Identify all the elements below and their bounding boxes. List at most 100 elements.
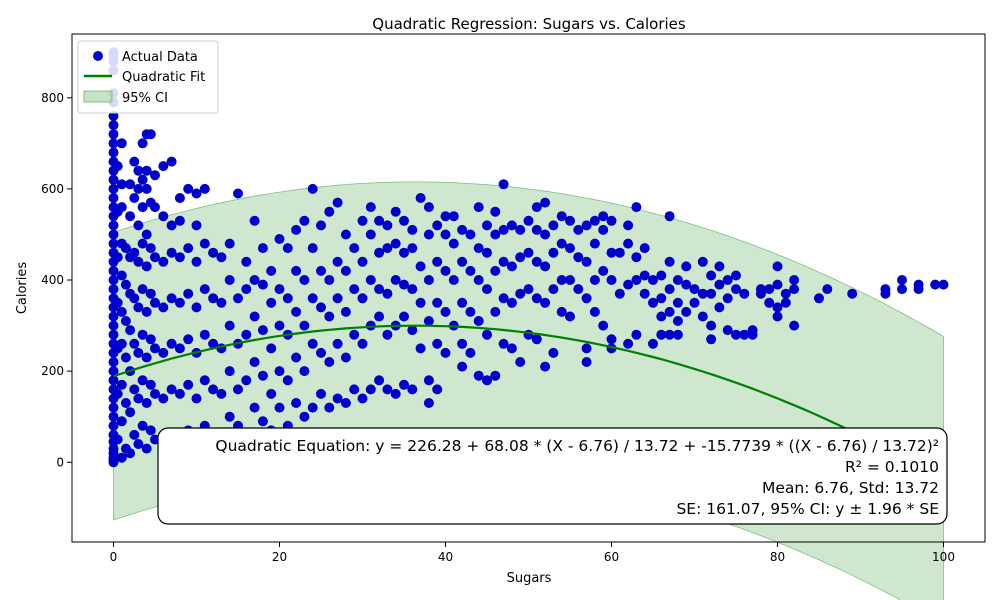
data-point: [589, 275, 600, 285]
data-point: [299, 320, 310, 331]
data-point: [722, 275, 733, 285]
data-point: [112, 434, 123, 445]
data-point: [490, 265, 501, 276]
data-point: [108, 402, 119, 413]
data-point: [191, 393, 202, 404]
plot-frame: [71, 33, 986, 543]
data-point: [365, 384, 376, 395]
data-point: [108, 357, 119, 367]
data-point: [116, 416, 127, 427]
data-point: [150, 202, 160, 213]
data-point: [307, 293, 318, 304]
data-point: [120, 243, 131, 254]
data-point: [639, 288, 650, 299]
data-point: [664, 211, 675, 222]
data-point: [141, 261, 152, 272]
data-point: [166, 338, 177, 349]
data-point: [714, 302, 725, 313]
data-point: [672, 297, 683, 308]
data-point: [490, 206, 501, 217]
data-point: [174, 297, 185, 308]
legend: Actual Data Quadratic Fit 95% CI: [77, 40, 219, 114]
data-point: [731, 284, 741, 295]
data-point: [523, 215, 534, 226]
data-point: [324, 402, 335, 413]
data-point: [482, 247, 492, 258]
data-point: [191, 256, 202, 267]
annotation-box: [157, 427, 948, 525]
data-point: [789, 320, 800, 331]
data-point: [540, 229, 551, 240]
data-point: [531, 224, 542, 235]
data-point: [224, 238, 235, 249]
data-point: [307, 243, 318, 254]
data-point: [913, 279, 924, 290]
legend-marker-actual-data: [93, 51, 103, 61]
x-tick-label: 80: [770, 550, 785, 564]
data-point: [137, 284, 148, 295]
data-point: [129, 293, 140, 304]
data-point: [482, 329, 492, 340]
data-point: [291, 398, 302, 408]
data-point: [664, 329, 675, 340]
data-point: [482, 375, 492, 386]
data-point: [473, 275, 484, 285]
data-point: [672, 275, 683, 285]
data-point: [112, 297, 123, 308]
data-point: [407, 284, 418, 295]
data-point: [523, 247, 534, 258]
data-point: [340, 265, 351, 276]
data-point: [349, 384, 360, 395]
equation-annotation: Quadratic Equation: y = 226.28 + 68.08 *…: [157, 427, 948, 525]
data-point: [291, 306, 302, 317]
data-point: [141, 229, 152, 240]
data-point: [423, 375, 434, 386]
data-point: [158, 393, 169, 404]
data-point: [689, 297, 700, 308]
data-point: [129, 156, 140, 167]
data-point: [448, 275, 459, 285]
data-point: [606, 275, 617, 285]
data-point: [349, 243, 360, 254]
data-point: [672, 329, 683, 340]
data-point: [565, 215, 575, 226]
data-point: [141, 398, 152, 408]
data-point: [573, 252, 584, 263]
data-point: [448, 211, 459, 222]
data-point: [415, 261, 426, 272]
data-point: [108, 375, 119, 386]
data-point: [490, 229, 501, 240]
data-point: [664, 284, 675, 295]
data-point: [241, 375, 252, 386]
data-point: [108, 311, 119, 322]
data-point: [772, 311, 783, 322]
data-point: [183, 183, 194, 194]
data-point: [241, 329, 252, 340]
data-point: [349, 284, 360, 295]
data-point: [257, 325, 268, 336]
data-point: [614, 247, 625, 258]
data-point: [548, 284, 559, 295]
data-point: [556, 211, 567, 222]
data-point: [432, 256, 443, 267]
data-point: [282, 293, 293, 304]
data-point: [316, 347, 326, 358]
data-point: [183, 243, 194, 254]
data-point: [664, 256, 675, 267]
data-point: [631, 329, 642, 340]
data-point: [623, 238, 634, 249]
data-point: [282, 375, 293, 386]
data-point: [125, 407, 136, 418]
data-point: [108, 329, 119, 340]
data-point: [108, 275, 119, 285]
data-point: [423, 316, 434, 326]
data-point: [324, 206, 335, 217]
data-point: [133, 183, 144, 194]
data-point: [523, 284, 534, 295]
data-point: [166, 247, 177, 258]
data-point: [120, 398, 131, 408]
data-point: [145, 379, 156, 390]
data-point: [465, 229, 476, 240]
data-point: [199, 329, 210, 340]
data-point: [598, 224, 609, 235]
